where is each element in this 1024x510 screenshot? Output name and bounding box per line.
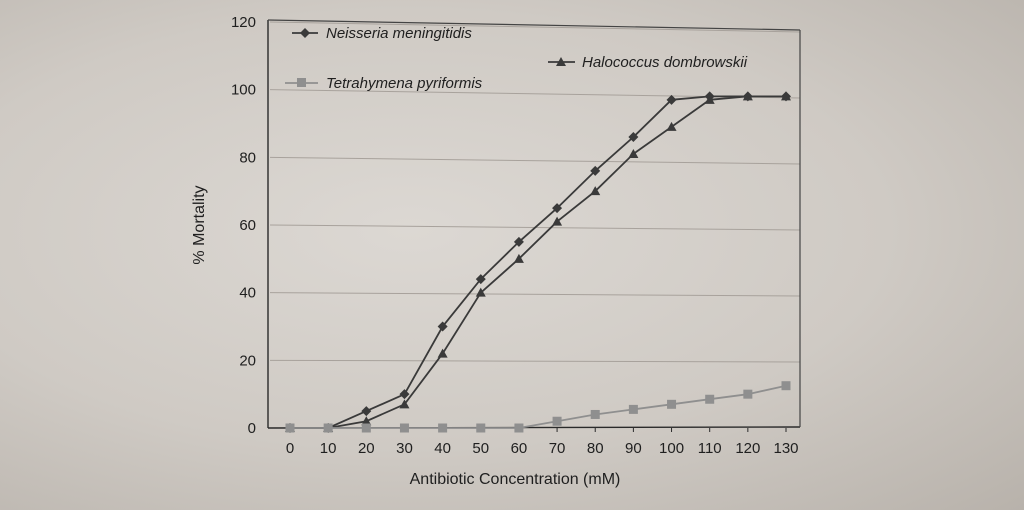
- data-point-triangle: [704, 94, 715, 104]
- data-point-diamond: [552, 203, 563, 214]
- series-triangle: [285, 91, 791, 432]
- y-tick-label: 40: [239, 285, 256, 302]
- series-diamond: [285, 91, 791, 433]
- data-point-square: [781, 381, 791, 391]
- data-point-diamond: [399, 389, 410, 400]
- data-point-square: [438, 423, 448, 433]
- x-tick-label: 130: [773, 440, 798, 457]
- data-point-triangle: [742, 91, 753, 101]
- data-point-square: [590, 409, 600, 419]
- data-point-triangle: [361, 416, 372, 426]
- x-tick-label: 120: [735, 440, 760, 457]
- y-tick-label: 0: [248, 420, 256, 437]
- series-line: [290, 95, 786, 429]
- data-point-diamond: [437, 321, 448, 332]
- legend-entry-tetrahymena: Tetrahymena pyriformis: [285, 75, 483, 92]
- legend-label-halococcus: Halococcus dombrowskii: [582, 54, 748, 71]
- plot-frame-top: [267, 19, 801, 31]
- legend-label-neisseria: Neisseria meningitidis: [326, 25, 472, 42]
- y-tick-label: 20: [239, 352, 256, 369]
- data-point-diamond: [513, 236, 524, 247]
- x-tick-label: 40: [434, 440, 451, 457]
- x-tick-label: 80: [587, 440, 604, 457]
- axes: 0 20 40 60 80 100 120 0 10 20 30 40 50 60 70 80 90 100 110…: [231, 14, 801, 457]
- data-point-square: [628, 404, 638, 414]
- x-tick-label: 30: [396, 440, 413, 457]
- data-point-triangle: [666, 121, 677, 131]
- data-point-triangle: [781, 91, 791, 101]
- data-point-triangle: [399, 399, 410, 409]
- data-point-square: [667, 399, 677, 409]
- data-point-square: [514, 423, 524, 433]
- x-tick-label: 70: [549, 440, 566, 457]
- data-point-diamond: [628, 132, 639, 143]
- legend-label-tetrahymena: Tetrahymena pyriformis: [326, 75, 483, 92]
- data-point-diamond: [361, 406, 372, 417]
- data-point-triangle: [552, 216, 563, 226]
- y-tick-label: 100: [231, 82, 256, 99]
- data-point-square: [743, 389, 753, 399]
- data-point-triangle: [437, 348, 448, 358]
- legend-entry-neisseria: Neisseria meningitidis: [292, 25, 472, 42]
- y-tick-label: 120: [231, 14, 256, 31]
- y-tick-label: 60: [239, 217, 256, 234]
- data-point-triangle: [513, 253, 524, 263]
- data-point-diamond: [590, 165, 601, 176]
- legend-marker-square: [297, 78, 306, 87]
- x-tick-label: 10: [320, 440, 337, 457]
- gridline: [269, 156, 801, 165]
- x-axis-title: Antibiotic Concentration (mM): [410, 471, 621, 488]
- data-point-triangle: [475, 287, 486, 297]
- data-point-square: [323, 423, 333, 433]
- legend-marker-triangle: [556, 57, 566, 66]
- grid: [269, 21, 801, 363]
- data-point-square: [361, 423, 371, 433]
- x-tick-label: 60: [511, 440, 528, 457]
- data-point-triangle: [628, 148, 639, 158]
- x-tick-label: 50: [472, 440, 489, 457]
- x-tick-label: 90: [625, 440, 642, 457]
- gridline: [269, 292, 801, 297]
- y-axis-title: % Mortality: [191, 185, 208, 264]
- x-tick-label: 110: [698, 440, 722, 457]
- data-point-diamond: [475, 274, 486, 285]
- data-point-square: [476, 423, 486, 433]
- x-tick-label: 100: [659, 440, 684, 457]
- legend: Neisseria meningitidis Halococcus dombro…: [285, 25, 748, 92]
- y-tick-label: 80: [239, 149, 256, 166]
- series-line: [290, 384, 787, 429]
- x-tick-label: 0: [286, 440, 294, 457]
- legend-entry-halococcus: Halococcus dombrowskii: [548, 54, 748, 71]
- data-point-square: [285, 423, 295, 433]
- data-point-square: [399, 423, 409, 433]
- x-tick-label: 20: [358, 440, 375, 457]
- data-point-triangle: [590, 186, 601, 196]
- series-line: [290, 95, 786, 429]
- series-square: [285, 381, 791, 433]
- data-point-diamond: [666, 94, 677, 105]
- gridline: [269, 21, 801, 33]
- data-point-square: [705, 394, 715, 404]
- legend-marker-diamond: [300, 28, 310, 38]
- gridline: [269, 359, 801, 363]
- series-layer: [285, 91, 791, 433]
- data-point-square: [552, 416, 562, 426]
